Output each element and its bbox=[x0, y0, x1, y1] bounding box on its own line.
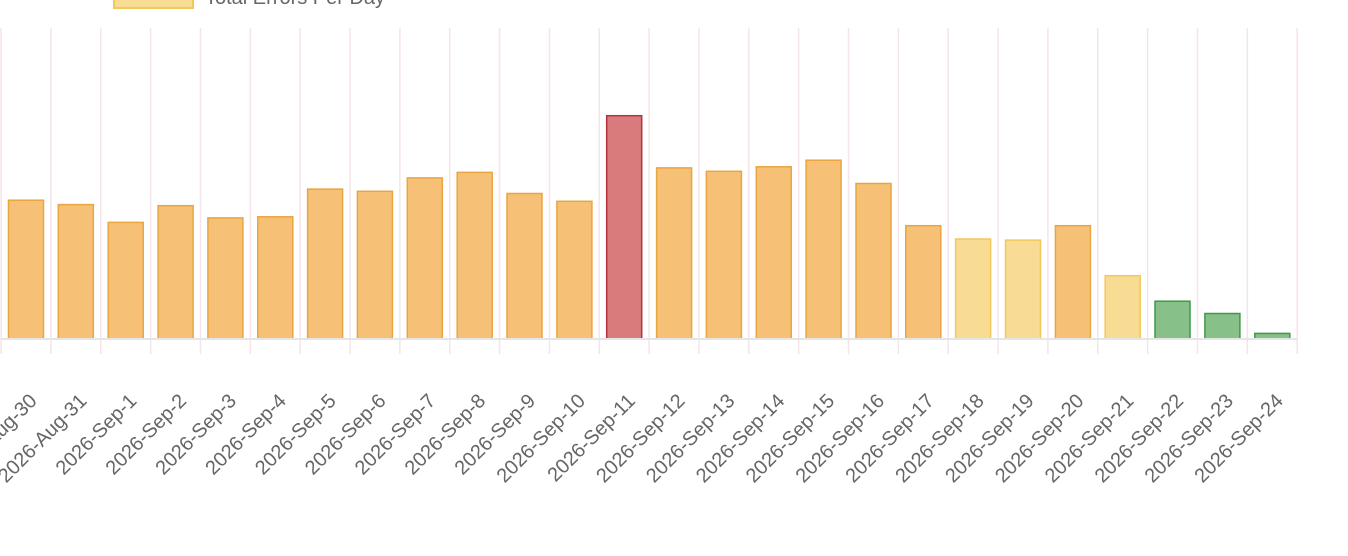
bar-2026-Sep-23[interactable] bbox=[1204, 312, 1241, 340]
x-tick-labels: 2026-Aug-302026-Aug-312026-Sep-12026-Sep… bbox=[0, 390, 1288, 487]
bar-2026-Sep-5[interactable] bbox=[306, 188, 344, 340]
bar-2026-Sep-12[interactable] bbox=[655, 167, 693, 340]
bar-2026-Aug-31[interactable] bbox=[57, 203, 95, 340]
bar-2026-Sep-14[interactable] bbox=[755, 166, 793, 340]
bar-2026-Sep-9[interactable] bbox=[506, 192, 543, 340]
legend-swatch bbox=[113, 0, 194, 9]
bar-2026-Sep-20[interactable] bbox=[1054, 224, 1092, 340]
bar-2026-Sep-19[interactable] bbox=[1004, 239, 1042, 340]
bar-2026-Sep-10[interactable] bbox=[556, 200, 593, 340]
bar-2026-Sep-8[interactable] bbox=[456, 171, 493, 340]
legend-label: Total Errors Per Day bbox=[205, 0, 385, 9]
bar-2026-Sep-15[interactable] bbox=[805, 159, 842, 340]
bar-2026-Sep-22[interactable] bbox=[1154, 300, 1191, 340]
bar-2026-Sep-4[interactable] bbox=[257, 216, 294, 340]
bar-2026-Sep-21[interactable] bbox=[1104, 274, 1141, 340]
bar-2026-Sep-3[interactable] bbox=[207, 217, 244, 340]
bar-2026-Sep-1[interactable] bbox=[107, 221, 144, 340]
bar-2026-Sep-7[interactable] bbox=[406, 177, 444, 340]
bar-2026-Sep-11[interactable] bbox=[605, 114, 643, 340]
bar-2026-Sep-18[interactable] bbox=[954, 238, 992, 340]
bar-2026-Sep-2[interactable] bbox=[157, 204, 194, 340]
bar-2026-Sep-13[interactable] bbox=[705, 170, 743, 340]
bars bbox=[7, 114, 1291, 340]
bar-2026-Sep-17[interactable] bbox=[905, 224, 942, 340]
bar-2026-Aug-30[interactable] bbox=[7, 199, 45, 340]
bar-2026-Sep-6[interactable] bbox=[356, 190, 394, 340]
chart-legend[interactable]: Total Errors Per Day bbox=[113, 0, 385, 9]
grid-lines bbox=[0, 28, 1298, 354]
bar-2026-Sep-16[interactable] bbox=[855, 182, 892, 340]
x-tick-label: 2026-Sep-24 bbox=[1190, 390, 1287, 487]
